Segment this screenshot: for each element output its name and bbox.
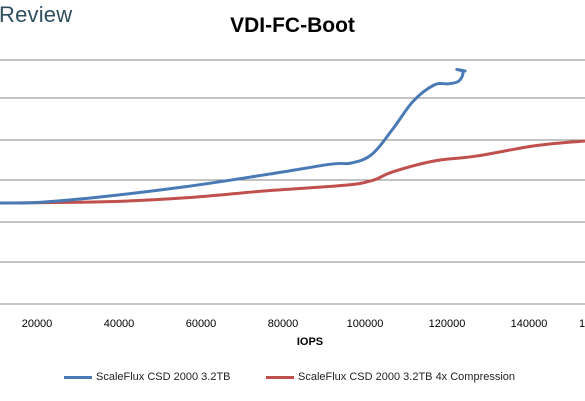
x-axis-label: IOPS	[296, 336, 324, 348]
legend-label-series-2: ScaleFlux CSD 2000 3.2TB 4x Compression	[298, 371, 516, 383]
x-tick-label: 100000	[347, 318, 384, 330]
legend-label-series-1: ScaleFlux CSD 2000 3.2TB	[96, 371, 231, 383]
legend-item-series-2: ScaleFlux CSD 2000 3.2TB 4x Compression	[266, 371, 515, 383]
legend-swatch-series-2	[266, 375, 294, 379]
x-tick-label: 140000	[511, 318, 548, 330]
grid-lines	[0, 59, 585, 305]
x-tick-label: 1	[579, 318, 585, 330]
legend-swatch-series-1	[64, 375, 92, 379]
x-tick-label: 60000	[186, 318, 217, 330]
x-tick-label: 80000	[268, 318, 299, 330]
brand-watermark: Review	[0, 2, 73, 27]
series-line-2	[0, 139, 585, 205]
legend: ScaleFlux CSD 2000 3.2TB ScaleFlux CSD 2…	[0, 371, 585, 389]
legend-item-series-1: ScaleFlux CSD 2000 3.2TB	[64, 371, 231, 383]
series-line-1	[0, 67, 467, 205]
chart-title: VDI-FC-Boot	[230, 14, 355, 37]
x-tick-labels: 20000 40000 60000 80000 100000 120000 140000 1	[22, 318, 585, 330]
x-tick-label: 120000	[429, 318, 466, 330]
x-tick-label: 20000	[22, 318, 53, 330]
series-lines	[0, 67, 585, 205]
x-tick-label: 40000	[104, 318, 135, 330]
